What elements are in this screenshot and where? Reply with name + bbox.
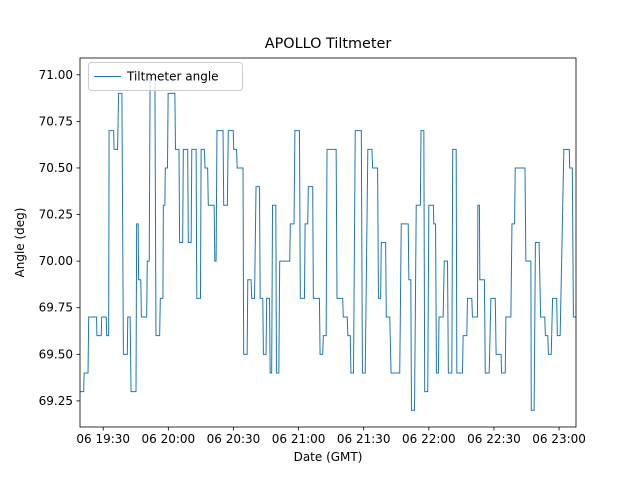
y-tick-label: 70.00 xyxy=(39,254,73,268)
y-tick-label: 69.25 xyxy=(39,394,73,408)
data-series-layer xyxy=(80,74,576,411)
y-axis-label: Angle (deg) xyxy=(13,208,27,278)
y-tick-label: 69.75 xyxy=(39,301,73,315)
y-tick-label: 70.75 xyxy=(39,114,73,128)
y-tick-label: 70.50 xyxy=(39,161,73,175)
x-tick-label: 06 23:00 xyxy=(532,432,586,446)
x-tick-label: 06 22:30 xyxy=(467,432,521,446)
x-tick-label: 06 21:00 xyxy=(272,432,326,446)
legend-box xyxy=(88,62,243,91)
x-tick-label: 06 21:30 xyxy=(337,432,391,446)
tiltmeter-angle-line xyxy=(80,74,576,411)
x-tick-label: 06 20:30 xyxy=(207,432,261,446)
legend-label: Tiltmeter angle xyxy=(126,70,219,84)
x-tick-label: 06 20:00 xyxy=(142,432,196,446)
y-tick-label: 70.25 xyxy=(39,208,73,222)
x-tick-label: 06 19:30 xyxy=(76,432,130,446)
axis-ticks: 06 19:30 06 20:00 06 20:30 06 21:00 06 21:30… xyxy=(39,68,586,446)
x-axis-label: Date (GMT) xyxy=(294,450,363,464)
legend: Tiltmeter angle xyxy=(88,62,243,91)
y-tick-label: 69.50 xyxy=(39,347,73,361)
x-tick-label: 06 22:00 xyxy=(402,432,456,446)
axes-spines xyxy=(79,57,577,428)
y-tick-label: 71.00 xyxy=(39,68,73,82)
chart-title: APOLLO Tiltmeter xyxy=(265,36,392,52)
